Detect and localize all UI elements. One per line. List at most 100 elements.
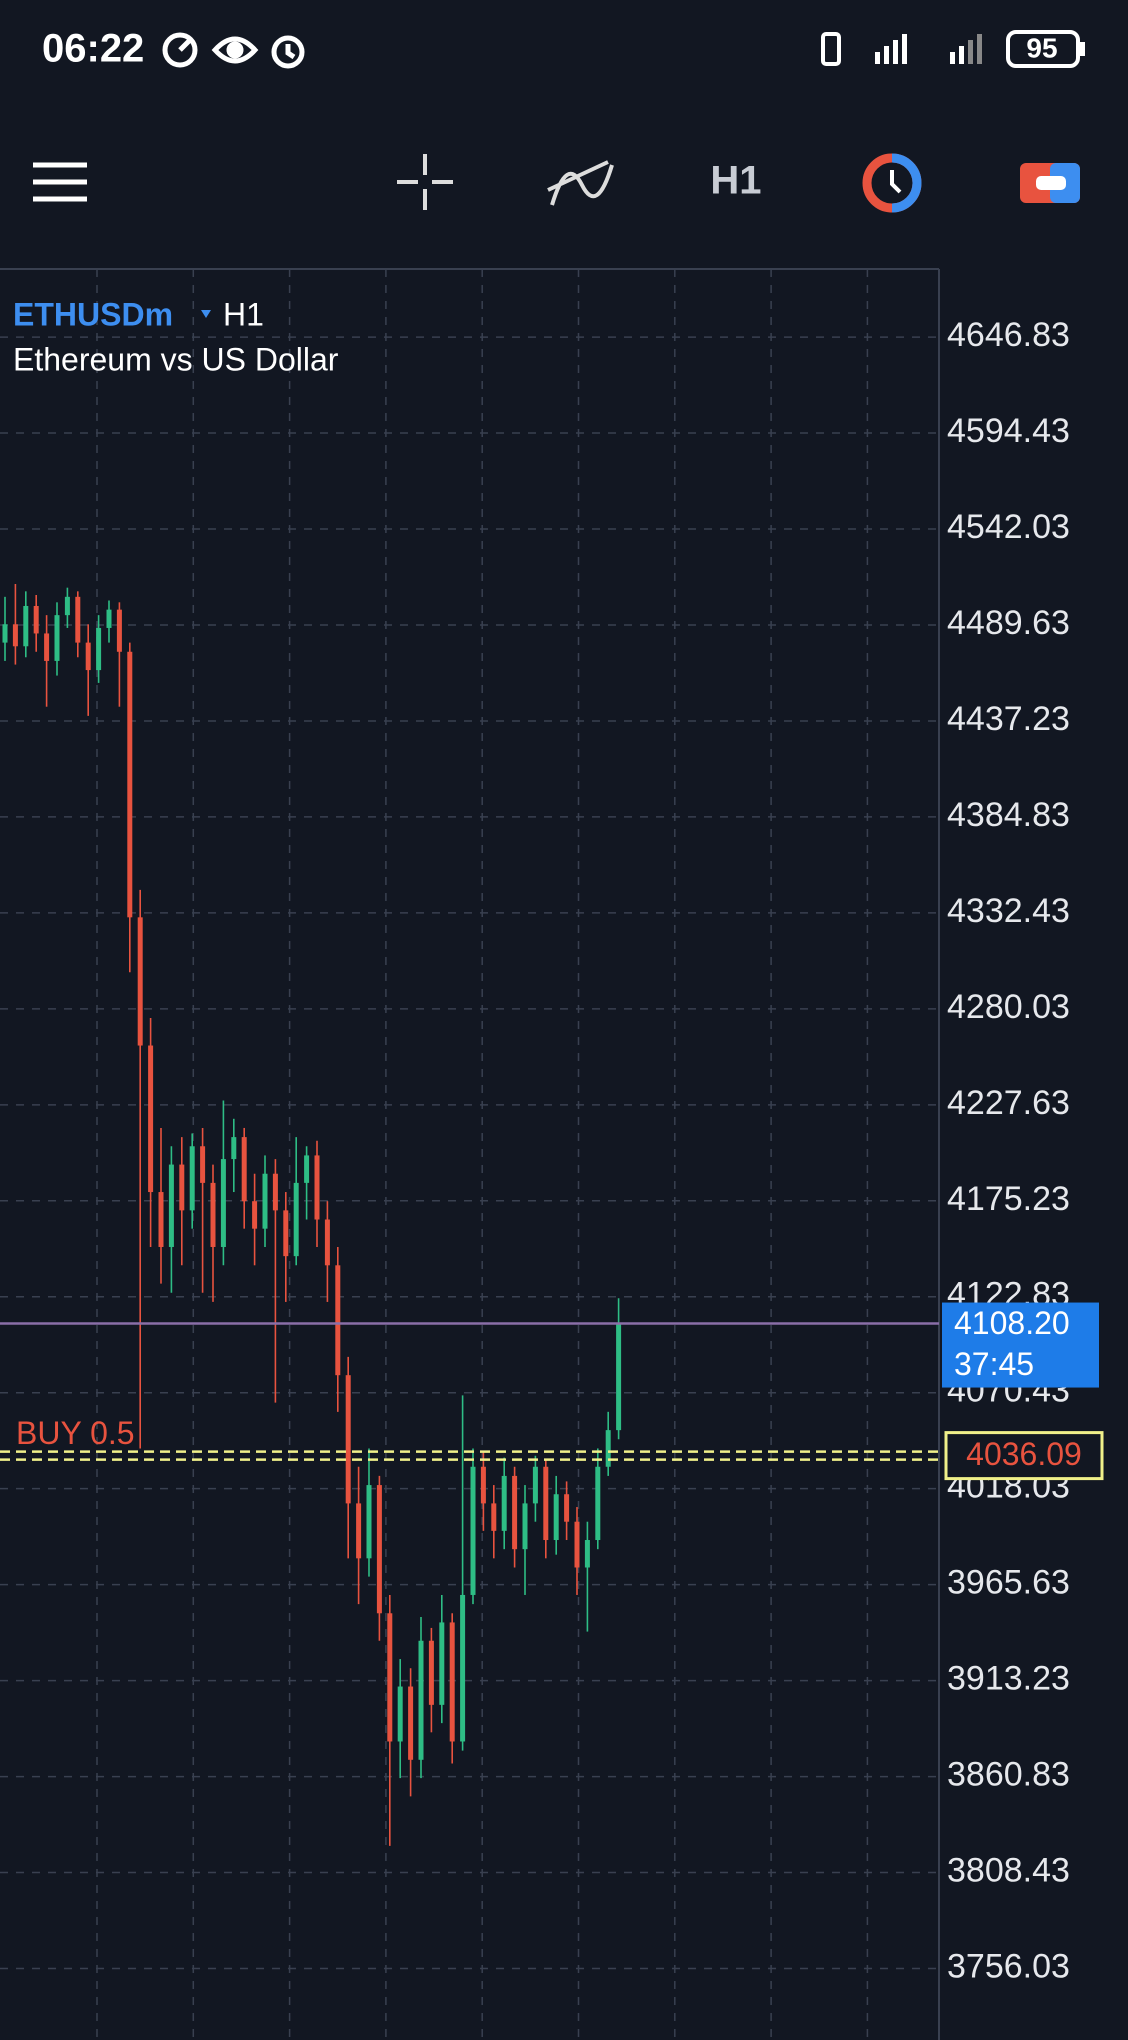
candle-body [428, 1640, 434, 1705]
toolbar: H1 [33, 153, 1080, 213]
candle-body [262, 1173, 268, 1229]
y-tick-label: 4437.23 [947, 700, 1070, 738]
chart-area: 4646.83 4594.43 4542.03 4489.63 4437.23 4384.… [0, 268, 1104, 2040]
y-tick-label: 4542.03 [947, 508, 1070, 546]
order-price: 4036.09 [966, 1436, 1082, 1472]
candle-body [356, 1503, 362, 1559]
candle-body [189, 1146, 195, 1211]
y-tick-label: 3965.63 [947, 1564, 1070, 1602]
candle-body [376, 1485, 382, 1614]
candle-body [293, 1182, 299, 1257]
y-tick-label: 4489.63 [947, 604, 1070, 642]
candle-body [241, 1137, 247, 1202]
order-label: BUY 0.5 [16, 1415, 135, 1451]
candle-body [595, 1466, 601, 1541]
candle-body [387, 1613, 393, 1742]
candle-body [44, 633, 50, 661]
candle-body [543, 1466, 549, 1541]
candle-body [158, 1192, 164, 1247]
candle-body [33, 605, 39, 634]
candle-body [148, 1045, 154, 1193]
candle-body [12, 624, 18, 647]
candle-body [532, 1466, 538, 1504]
network-icons [821, 32, 982, 66]
candle-body [605, 1430, 611, 1467]
candle-body [335, 1265, 341, 1376]
timeframe-button[interactable]: H1 [710, 159, 761, 203]
symbol-description: Ethereum vs US Dollar [13, 341, 339, 377]
candle-body [522, 1503, 528, 1550]
candle-body [564, 1494, 570, 1522]
y-tick-label: 4332.43 [947, 892, 1070, 930]
candle-body [439, 1622, 445, 1705]
candle-body [553, 1494, 559, 1541]
menu-button[interactable] [33, 162, 87, 202]
battery-tip [1080, 42, 1085, 56]
symbol[interactable]: ETHUSDm [13, 296, 173, 332]
candle-body [324, 1219, 330, 1266]
candle-body [127, 651, 133, 918]
candle-body [501, 1475, 507, 1531]
candle-body [23, 605, 29, 647]
y-tick-label: 4646.83 [947, 316, 1070, 354]
y-tick-label: 3860.83 [947, 1756, 1070, 1794]
y-tick-label: 4594.43 [947, 412, 1070, 450]
status-icons [162, 32, 305, 69]
candle-body [304, 1155, 310, 1183]
y-tick-label: 4227.63 [947, 1084, 1070, 1122]
symbol-dropdown[interactable] [201, 310, 211, 318]
candle-body [96, 627, 102, 671]
y-tick-label: 4280.03 [947, 988, 1070, 1026]
order-price-box [944, 1431, 1104, 1481]
candle-body [116, 609, 122, 652]
candle-body [449, 1622, 455, 1742]
candle-body [137, 917, 143, 1046]
battery-frame [1006, 30, 1080, 68]
candle-body [210, 1182, 216, 1247]
candle-body [75, 596, 81, 643]
candle-body [470, 1466, 476, 1595]
bid-box [942, 1302, 1099, 1388]
candle-body [272, 1173, 278, 1211]
y-tick-label: 3913.23 [947, 1660, 1070, 1698]
history-button[interactable] [862, 153, 922, 213]
chart-timeframe: H1 [223, 296, 264, 332]
y-tick-label: 3808.43 [947, 1852, 1070, 1890]
candle-body [179, 1164, 185, 1211]
candle-body [616, 1323, 622, 1431]
candle-body [418, 1640, 424, 1760]
chart-header: ETHUSDm H1 Ethereum vs US Dollar [13, 296, 339, 377]
y-tick-label: 4384.83 [947, 796, 1070, 834]
candle-body [220, 1159, 226, 1247]
candle-body [408, 1686, 414, 1760]
battery-level: 95 [1026, 32, 1057, 63]
candle-body [2, 624, 8, 643]
status-bar: 06:22 95 [42, 27, 1085, 71]
candle-body [397, 1686, 403, 1742]
y-tick-label: 4175.23 [947, 1180, 1070, 1218]
y-tick-label: 3756.03 [947, 1948, 1070, 1986]
candle-body [491, 1503, 497, 1531]
candle-body [200, 1146, 206, 1183]
candle-body [64, 596, 70, 616]
candle-body [231, 1137, 237, 1160]
candle-body [512, 1475, 518, 1550]
candle-body [252, 1201, 258, 1229]
trade-button[interactable] [1020, 163, 1080, 203]
candle-body [85, 642, 91, 671]
candle-body [168, 1164, 174, 1247]
clock: 06:22 [42, 27, 144, 71]
candle-body [574, 1521, 580, 1568]
candle-body [345, 1375, 351, 1504]
candle-body [480, 1466, 486, 1504]
bid-price: 4108.20 [954, 1305, 1070, 1341]
candle-body [283, 1210, 289, 1257]
candle-body [314, 1155, 320, 1220]
crosshair-button[interactable] [397, 154, 453, 210]
candle-body [106, 609, 112, 628]
candle-body [584, 1540, 590, 1568]
candle-body [366, 1485, 372, 1559]
indicators-button[interactable] [547, 160, 614, 206]
bar-countdown: 37:45 [954, 1346, 1034, 1382]
